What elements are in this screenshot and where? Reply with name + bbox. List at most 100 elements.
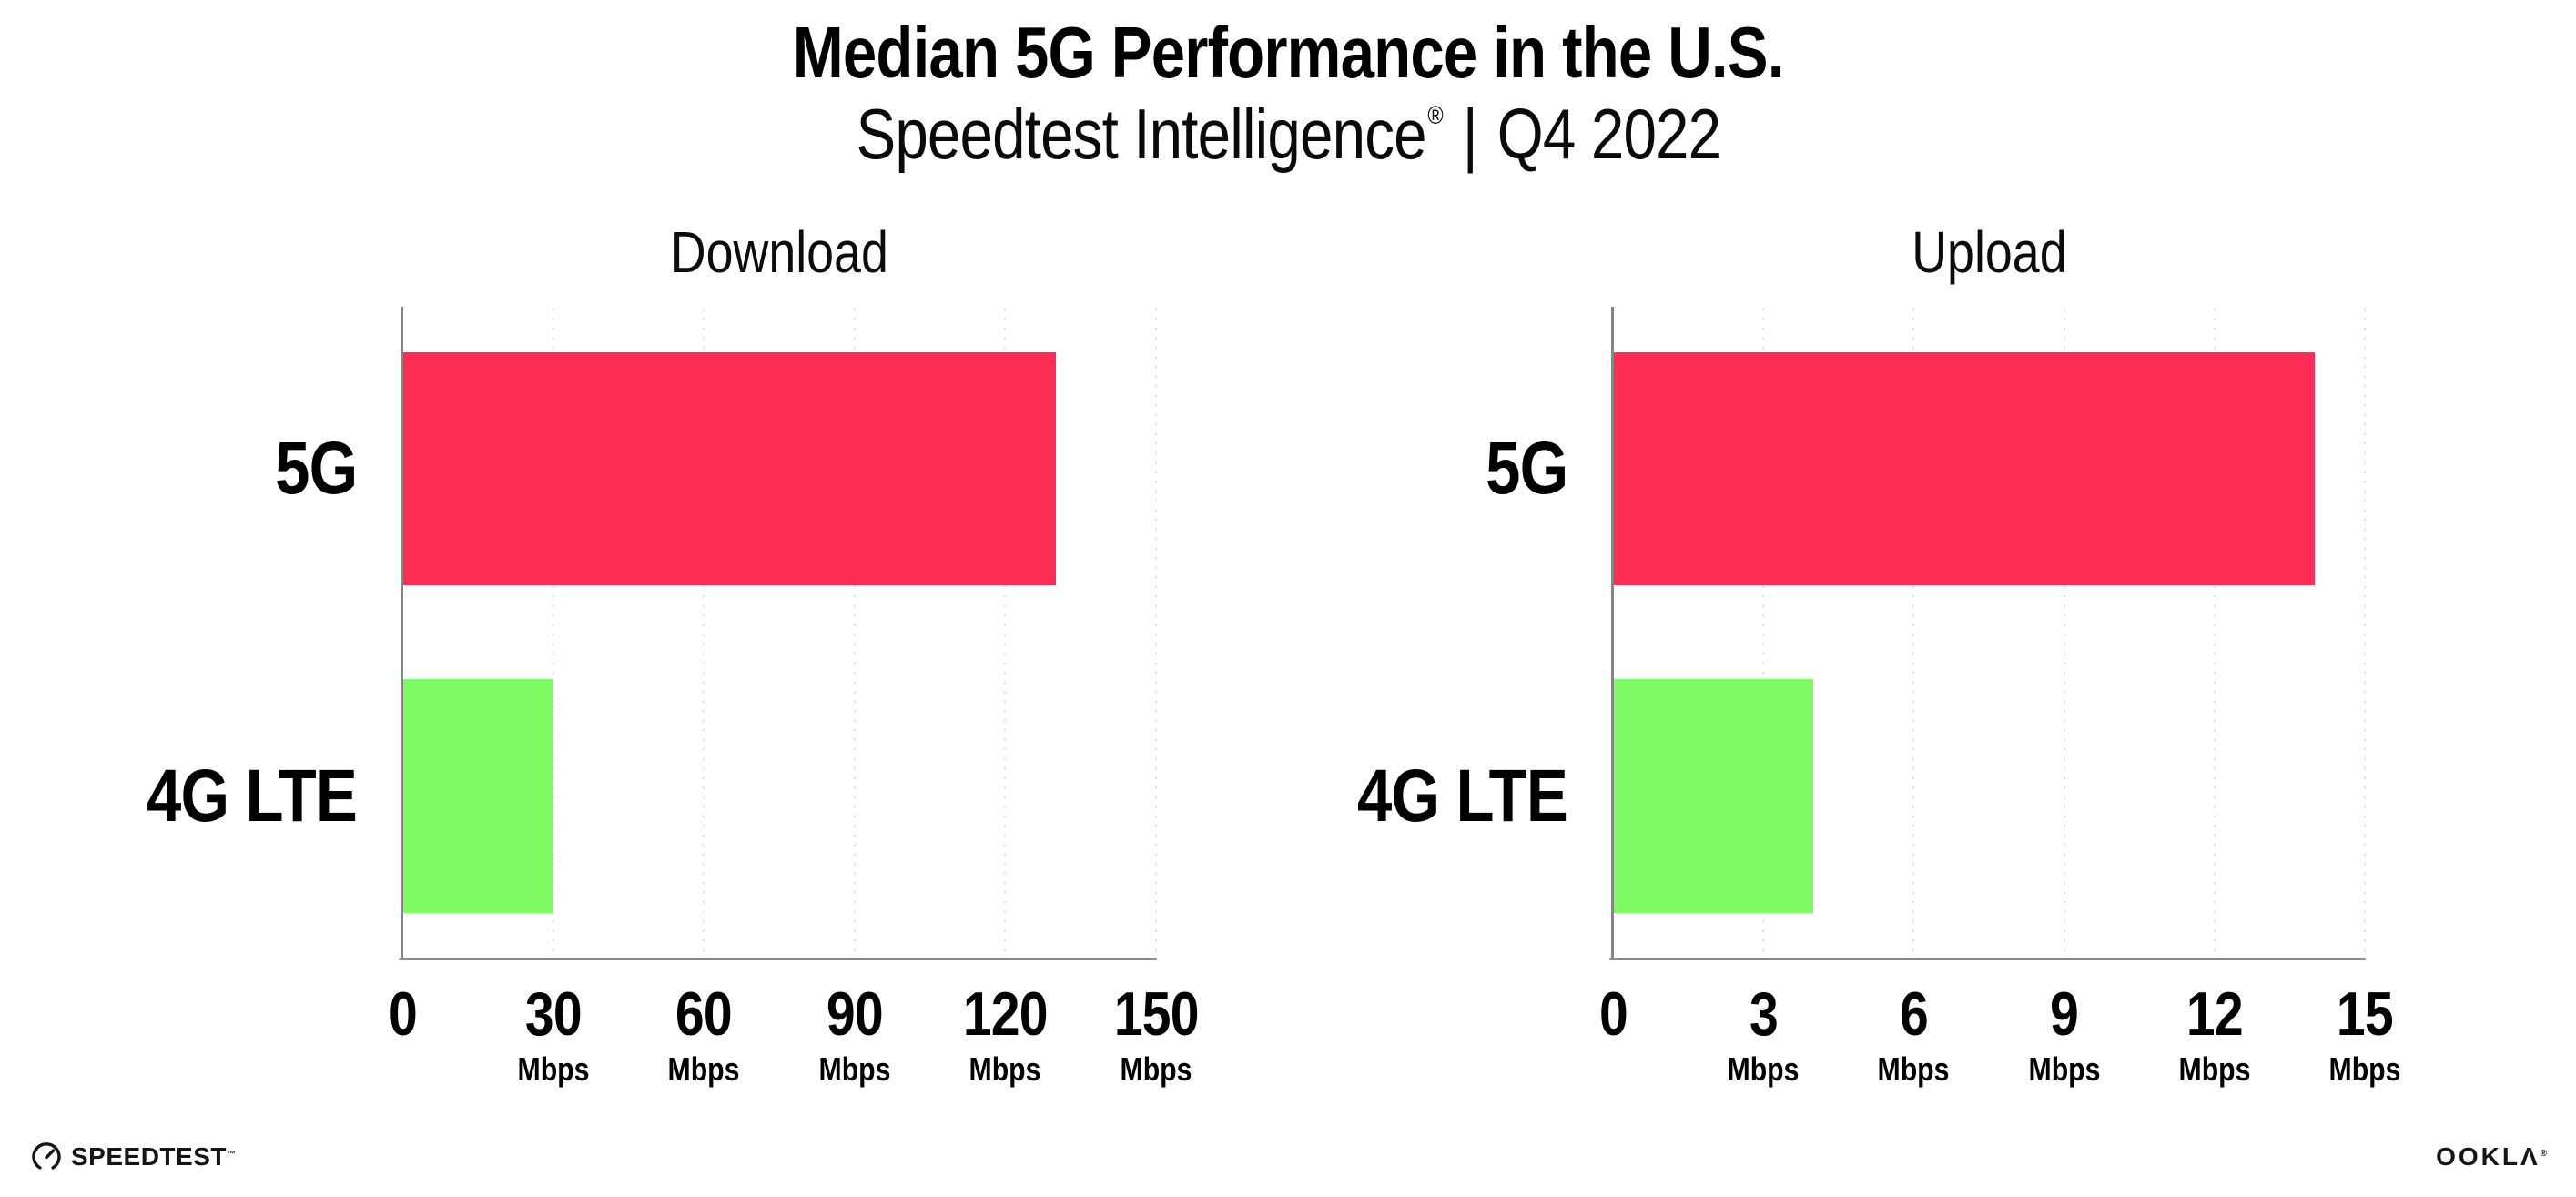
ookla-registered-mark: ® xyxy=(2540,1149,2547,1159)
y-axis-line xyxy=(401,307,403,960)
ookla-logo: OOKLΛ® xyxy=(2436,1142,2547,1172)
category-label-text: 4G LTE xyxy=(147,754,358,837)
registered-mark: ® xyxy=(1427,101,1443,129)
tick-unit-text: Mbps xyxy=(1877,1050,1950,1088)
tick-unit: Mbps xyxy=(764,1051,946,1088)
speedtest-logo: SPEEDTEST™ xyxy=(30,1138,236,1176)
tick-value-text: 30 xyxy=(524,979,583,1049)
bar-5g xyxy=(1613,351,2315,586)
tick-value: 9 xyxy=(1973,979,2155,1050)
tick-unit: Mbps xyxy=(2274,1051,2456,1088)
chart-title-download: Download xyxy=(402,218,1156,286)
tick-unit-text: Mbps xyxy=(517,1050,590,1088)
chart-title-text: Upload xyxy=(1911,219,2067,285)
gridline-9-mbps xyxy=(2063,309,2065,959)
tick-label-9: 9 Mbps xyxy=(1973,979,2155,1088)
tick-value: 60 xyxy=(613,979,795,1050)
gridline-60-mbps xyxy=(703,309,705,959)
gridline-15-mbps xyxy=(2364,309,2366,959)
gridline-3-mbps xyxy=(1762,309,1765,959)
tick-label-30: 30 Mbps xyxy=(462,979,644,1088)
chart-title-upload: Upload xyxy=(1613,218,2365,286)
page-title-text: Median 5G Performance in the U.S. xyxy=(792,12,1785,93)
tick-label-0: 0 xyxy=(1522,979,1704,1050)
y-axis-line xyxy=(1611,307,1614,960)
category-label-4g-lte: 4G LTE xyxy=(47,742,358,851)
speedtest-wordmark: SPEEDTEST™ xyxy=(71,1142,236,1172)
gridline-150-mbps xyxy=(1155,309,1157,959)
tick-unit: Mbps xyxy=(2124,1051,2306,1088)
tick-label-90: 90 Mbps xyxy=(764,979,946,1088)
subtitle-separator: | xyxy=(1462,94,1477,174)
tick-unit: Mbps xyxy=(1672,1051,1854,1088)
tick-label-3: 3 Mbps xyxy=(1672,979,1854,1088)
trademark-mark: ™ xyxy=(226,1150,237,1160)
category-label-text: 4G LTE xyxy=(1357,754,1568,837)
tick-value: 120 xyxy=(914,979,1096,1050)
ookla-wordmark-text: OOKLΛ xyxy=(2436,1142,2541,1171)
page-title: Median 5G Performance in the U.S. xyxy=(0,11,2576,95)
tick-unit-text: Mbps xyxy=(818,1050,891,1088)
tick-unit: Mbps xyxy=(1973,1051,2155,1088)
tick-value-text: 0 xyxy=(1598,979,1628,1049)
download-chart: 5G 4G LTE 0 30 Mbps 60 Mbps 90 Mbps 120 Mbps 150 Mbp… xyxy=(147,307,1199,1088)
chart-title-text: Download xyxy=(670,219,888,285)
tick-label-60: 60 Mbps xyxy=(613,979,795,1088)
tick-label-0: 0 xyxy=(311,979,493,1050)
tick-value-text: 0 xyxy=(388,979,418,1049)
tick-value: 0 xyxy=(311,979,493,1050)
tick-label-15: 15 Mbps xyxy=(2274,979,2456,1088)
tick-unit: Mbps xyxy=(462,1051,644,1088)
tick-unit-text: Mbps xyxy=(969,1050,1041,1088)
tick-value: 90 xyxy=(764,979,946,1050)
category-label-text: 5G xyxy=(274,427,358,511)
tick-label-12: 12 Mbps xyxy=(2124,979,2306,1088)
bar-5g xyxy=(402,351,1056,586)
tick-unit: Mbps xyxy=(914,1051,1096,1088)
subtitle-brand: Speedtest Intelligence xyxy=(856,94,1426,174)
category-label-5g: 5G xyxy=(47,414,358,523)
gridline-90-mbps xyxy=(853,309,856,959)
tick-value-text: 12 xyxy=(2186,979,2244,1049)
tick-value-text: 9 xyxy=(2050,979,2079,1049)
bar-4g-lte xyxy=(402,678,553,913)
gridline-6-mbps xyxy=(1912,309,1915,959)
category-label-4g-lte: 4G LTE xyxy=(1258,742,1568,851)
upload-chart: 5G 4G LTE 0 3 Mbps 6 Mbps 9 Mbps 12 Mbps 15 Mbps xyxy=(1357,307,2400,1088)
tick-value: 3 xyxy=(1672,979,1854,1050)
tick-value-text: 120 xyxy=(962,979,1049,1049)
tick-value-text: 150 xyxy=(1113,979,1200,1049)
category-label-text: 5G xyxy=(1485,427,1568,511)
page-subtitle: Speedtest Intelligence® | Q4 2022 xyxy=(0,93,2576,176)
x-axis-line xyxy=(399,958,1157,960)
subtitle-period: Q4 2022 xyxy=(1496,94,1720,174)
tick-unit-text: Mbps xyxy=(667,1050,740,1088)
gridline-120-mbps xyxy=(1004,309,1007,959)
tick-unit: Mbps xyxy=(1822,1051,2004,1088)
tick-label-6: 6 Mbps xyxy=(1822,979,2004,1088)
speedtest-wordmark-text: SPEEDTEST xyxy=(71,1142,227,1171)
gridline-30-mbps xyxy=(552,309,554,959)
tick-value: 15 xyxy=(2274,979,2456,1050)
tick-value-text: 6 xyxy=(1899,979,1929,1049)
tick-value-text: 90 xyxy=(826,979,884,1049)
category-label-5g: 5G xyxy=(1258,414,1568,523)
tick-label-120: 120 Mbps xyxy=(914,979,1096,1088)
tick-value: 12 xyxy=(2124,979,2306,1050)
tick-unit: Mbps xyxy=(1065,1051,1247,1088)
bar-4g-lte xyxy=(1613,678,1814,913)
tick-value-text: 15 xyxy=(2337,979,2394,1049)
tick-unit-text: Mbps xyxy=(2328,1050,2401,1088)
tick-value-text: 3 xyxy=(1749,979,1779,1049)
tick-value: 6 xyxy=(1822,979,2004,1050)
tick-label-150: 150 Mbps xyxy=(1065,979,1247,1088)
page-subtitle-text: Speedtest Intelligence® | Q4 2022 xyxy=(856,93,1721,176)
tick-unit-text: Mbps xyxy=(2028,1050,2101,1088)
tick-unit: Mbps xyxy=(613,1051,795,1088)
tick-value-text: 60 xyxy=(675,979,733,1049)
tick-value: 150 xyxy=(1065,979,1247,1050)
tick-value: 0 xyxy=(1522,979,1704,1050)
tick-unit-text: Mbps xyxy=(2178,1050,2251,1088)
tick-unit-text: Mbps xyxy=(1727,1050,1800,1088)
gridline-12-mbps xyxy=(2213,309,2216,959)
